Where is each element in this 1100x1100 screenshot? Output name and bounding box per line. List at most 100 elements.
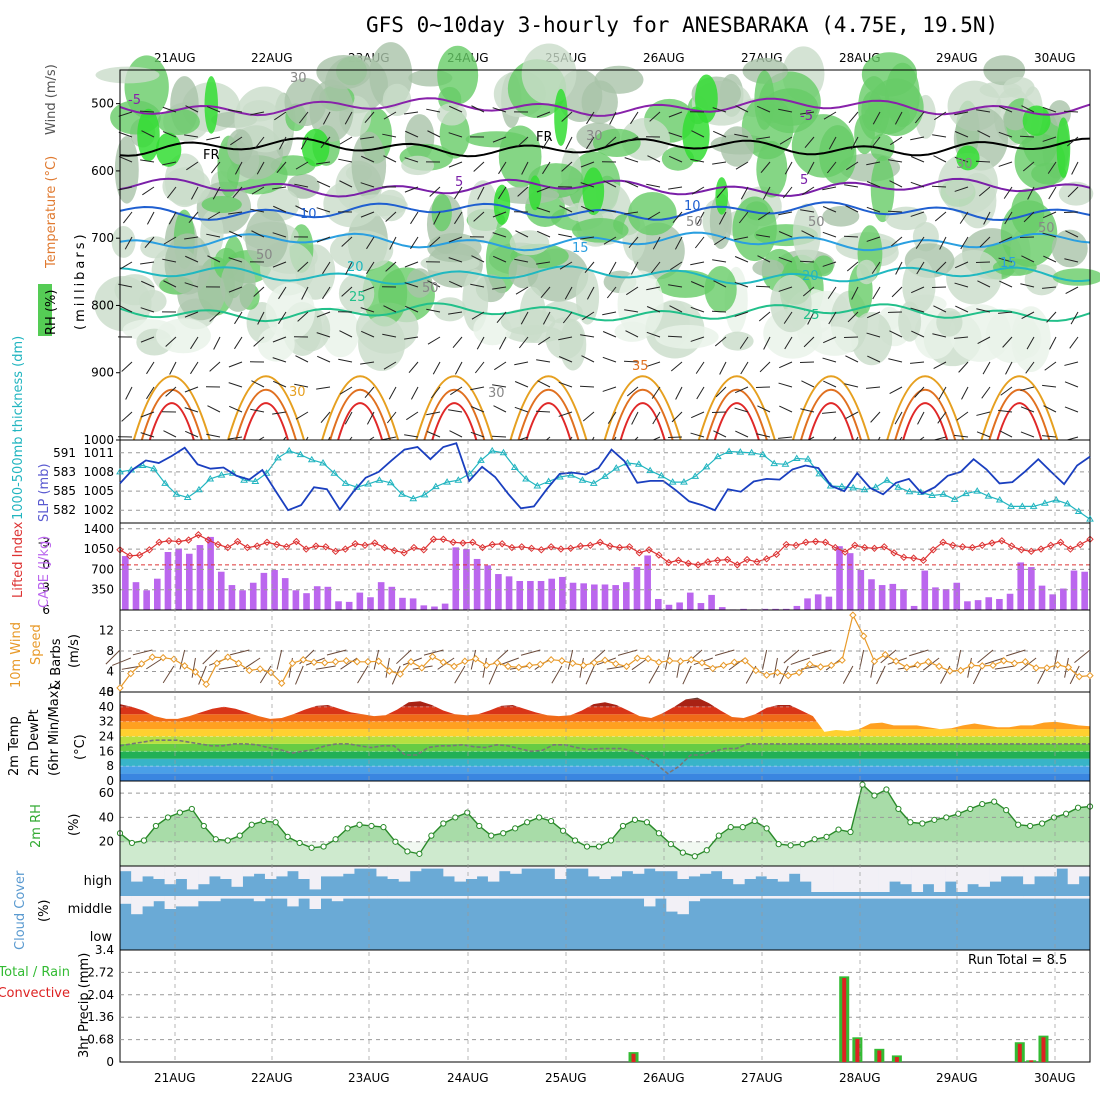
cloud-gap	[710, 866, 723, 872]
wind10-barb	[112, 657, 131, 666]
cloud-gap	[253, 866, 266, 874]
rh-point	[404, 848, 411, 855]
wind10-barb	[790, 657, 810, 665]
cloud-gap	[242, 866, 255, 877]
temp-band	[120, 766, 1090, 774]
wind10-barb	[811, 649, 832, 657]
li-point	[762, 555, 771, 563]
contour-label: -5	[128, 93, 141, 108]
warm-isotherm-arc	[611, 389, 674, 441]
cape-bar	[708, 594, 715, 610]
wind10-ylabel-part: 10m Wind	[9, 622, 24, 688]
cloud-gap	[655, 896, 667, 899]
cape-bar	[324, 586, 332, 610]
cloud-gap	[432, 866, 444, 869]
date-label-bottom: 26AUG	[643, 1071, 685, 1085]
upper-wind-barb	[778, 382, 793, 388]
cloud-gap	[666, 896, 678, 912]
rh-shade-blob	[362, 260, 408, 327]
upper-wind-barb	[981, 386, 991, 399]
upper-wind-barb	[229, 405, 243, 413]
wind10-point	[504, 662, 512, 671]
rh-point	[332, 836, 339, 843]
upper-wind-barb	[822, 357, 837, 363]
wind10-point	[859, 632, 868, 640]
contour-label: 30	[956, 157, 973, 172]
cloud-gap	[777, 896, 790, 899]
contour-label: 25	[803, 308, 820, 323]
li-point	[753, 558, 761, 566]
upper-wind-barb	[230, 136, 243, 146]
thickness-point	[409, 494, 418, 502]
wind10-point	[396, 670, 404, 678]
rh-shade-blob	[157, 108, 200, 136]
upper-wind-barb	[646, 306, 661, 313]
wind10-point	[245, 666, 254, 675]
cloud-gap	[320, 896, 333, 899]
upper-wind-barb	[492, 107, 507, 113]
cloud-gap	[487, 896, 500, 899]
precip-conv-bar	[842, 978, 847, 1062]
wind10-point	[224, 653, 232, 661]
upper-wind-barb	[294, 183, 309, 188]
upper-wind-barb	[382, 436, 397, 441]
wind10-point	[482, 661, 491, 670]
rh-shade-blob	[581, 80, 618, 124]
temp-band	[120, 773, 1090, 781]
upper-wind-barb	[383, 111, 397, 120]
precip-tick: 0	[106, 1055, 114, 1069]
upper-wind-barb	[339, 386, 353, 395]
cloud-gap	[175, 866, 188, 879]
cape-bar	[399, 597, 406, 610]
cloud-gap	[554, 896, 567, 899]
contour-label: 15	[572, 241, 589, 256]
rh-point	[763, 825, 770, 832]
cloud-gap	[922, 866, 935, 885]
li-point	[625, 543, 634, 551]
upper-wind-barb	[999, 236, 1013, 244]
rh-shade-blob	[349, 194, 408, 217]
upper-wind-barb	[603, 236, 617, 245]
rh-lower-band	[120, 841, 1090, 866]
upper-wind-barb	[646, 183, 661, 188]
warm-isotherm-arc	[132, 375, 211, 441]
upper-wind-barb	[140, 432, 155, 438]
wind10-point	[1086, 671, 1094, 680]
upper-wind-barb	[735, 105, 749, 113]
cloud-gap	[989, 896, 1002, 899]
upper-wind-barb	[651, 386, 661, 399]
cloud-gap	[900, 866, 912, 885]
cloud-gap	[766, 866, 779, 879]
isotherm-minus5	[119, 97, 1091, 117]
upper-wind-barb	[382, 333, 397, 338]
cape-tick: 1050	[83, 542, 114, 556]
cloud-gap	[142, 866, 154, 877]
upper-wind-barb	[630, 261, 639, 275]
upper-wind-barb	[757, 255, 771, 263]
upper-wind-barb	[492, 384, 507, 388]
rh-point	[607, 837, 615, 844]
thickness-point	[1086, 515, 1094, 522]
thickness-point	[860, 485, 869, 493]
upper-wind-barb	[1027, 186, 1035, 200]
cloud-gap	[822, 866, 834, 892]
upper-wind-barb	[756, 136, 771, 140]
cape-bar	[367, 597, 374, 610]
rh-shade-blob	[937, 153, 999, 215]
wind10-barb	[295, 665, 304, 685]
upper-wind-barb	[734, 281, 749, 288]
upper-wind-barb	[579, 385, 595, 388]
upper-wind-barb	[802, 186, 815, 196]
li-point	[449, 538, 457, 546]
upper-wind-barb	[938, 386, 947, 400]
li-point	[508, 543, 516, 552]
upper-wind-barb	[470, 283, 485, 288]
upper-wind-barb	[894, 111, 903, 125]
wind10-barb	[179, 649, 186, 670]
cloud-gap	[688, 866, 701, 877]
rh-tick: 40	[99, 810, 114, 824]
upper-wind-barb	[250, 111, 265, 116]
upper-wind-barb	[427, 280, 441, 288]
upper-wind-barb	[536, 359, 551, 363]
